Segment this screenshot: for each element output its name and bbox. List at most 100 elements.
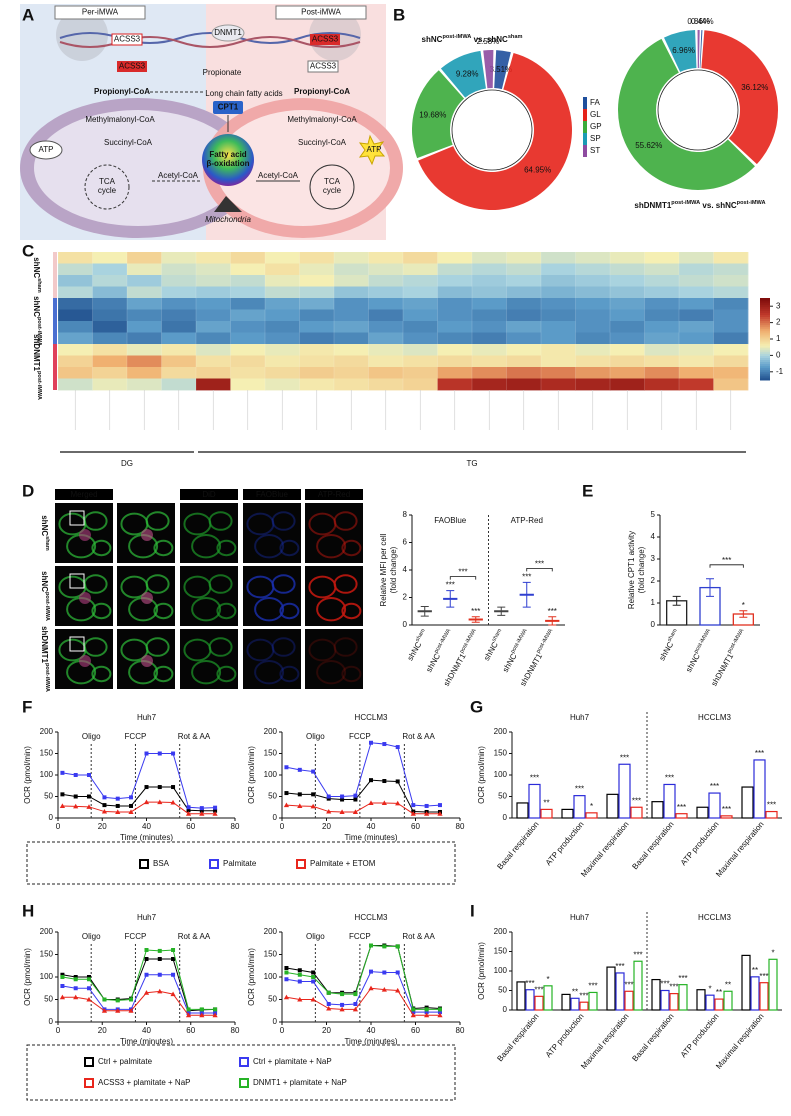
x-tick-label: shNCsham: [482, 628, 507, 662]
text-part: sham: [36, 278, 42, 293]
x-tick-label: Basal respiration: [495, 820, 540, 871]
x-tick-label: shNCpost-iMWA: [684, 628, 716, 674]
point: [284, 791, 289, 796]
event-label: Oligo: [306, 932, 325, 941]
bar: [525, 989, 535, 1011]
heatmap-cell: [92, 286, 128, 299]
point: [115, 796, 120, 801]
heatmap-cell: [472, 298, 507, 310]
heatmap-cell: [127, 309, 162, 322]
heatmap-cell: [299, 321, 335, 333]
cell-blob: [83, 637, 108, 657]
diagram-label: Post-iMWA: [301, 8, 341, 17]
y-axis-label: OCR (pmol/min): [23, 948, 32, 1006]
series-line: [62, 990, 216, 1016]
point: [143, 799, 150, 805]
error-bar: [522, 581, 531, 608]
point: [157, 948, 162, 953]
colorbar-step: [760, 328, 770, 332]
heatmap-cell: [334, 367, 369, 379]
point: [86, 986, 91, 991]
panel-letter: D: [22, 481, 34, 500]
sector: [494, 50, 511, 90]
image-tile: [243, 503, 301, 563]
legend-swatch: [296, 859, 306, 869]
heatmap-cell: [265, 298, 300, 310]
heatmap-cell: [541, 321, 576, 333]
y-tick-label: 100: [494, 770, 508, 779]
point: [310, 803, 316, 809]
point: [186, 1007, 191, 1012]
chart-title: HCCLM3: [355, 713, 388, 722]
cell-blob: [333, 637, 358, 657]
x-tick-label: 0: [56, 822, 61, 831]
point: [297, 968, 302, 973]
heatmap-cell: [299, 332, 335, 345]
heatmap-cell: [403, 344, 438, 356]
x-tick-label: 40: [142, 1026, 151, 1035]
colorbar-step: [760, 377, 770, 381]
heatmap-cell: [368, 367, 404, 379]
heatmap-cell: [403, 263, 438, 276]
point: [340, 1002, 345, 1007]
x-tick-label: 80: [231, 822, 240, 831]
point: [382, 742, 387, 747]
heatmap-cell: [265, 286, 300, 299]
y-tick-label: 6: [403, 538, 408, 547]
series-line: [286, 779, 440, 813]
microscopy-images: Merged DiD FAOBlue ATP-RedshNCshamshNCpost-…: [40, 489, 363, 692]
point: [144, 751, 149, 756]
heatmap-cell: [196, 367, 231, 379]
value-label: 36.12%: [741, 83, 768, 92]
heatmap-cell: [472, 275, 507, 287]
cell-blob: [333, 574, 358, 594]
image-header-box: [55, 489, 113, 500]
heatmap-cell: [575, 263, 611, 276]
point: [171, 785, 176, 790]
zoom-box: [69, 636, 85, 652]
diagram-label: Propionyl-CoA: [94, 87, 150, 96]
diagram-label: TCA: [99, 177, 116, 186]
colorbar-step: [760, 363, 770, 367]
colorbar-step: [760, 308, 770, 311]
text-part: shNC: [406, 640, 424, 662]
heatmap-cell: [403, 367, 438, 379]
colorbar-step: [760, 373, 770, 377]
nucleus: [79, 655, 91, 667]
cell-blob: [208, 637, 233, 657]
point: [381, 987, 387, 992]
heatmap-cell: [265, 355, 300, 368]
cell-blob: [153, 539, 174, 557]
error-bar: [446, 590, 455, 608]
y-tick-label: 200: [264, 927, 278, 936]
heatmap-cell: [679, 344, 714, 356]
y-tick-label: 5: [651, 510, 656, 519]
text-part: shNC: [32, 257, 41, 278]
point: [311, 970, 316, 975]
bar: [516, 981, 526, 1011]
point: [73, 977, 78, 982]
heatmap-cell: [644, 378, 680, 391]
y-tick-label: 8: [403, 510, 408, 519]
bar: [606, 966, 616, 1011]
image-header-box: [180, 489, 238, 500]
cell-blob: [279, 602, 300, 620]
heatmap-cell: [437, 321, 473, 333]
bar: [714, 998, 724, 1011]
heatmap-cell: [92, 378, 128, 391]
point: [395, 970, 400, 975]
legend-label: FA: [590, 98, 600, 107]
value-label: 9.28%: [456, 69, 479, 78]
heatmap-cell: [196, 252, 231, 264]
y-tick-label: 3: [651, 554, 656, 563]
point: [213, 808, 218, 813]
point: [171, 751, 176, 756]
bar: [696, 989, 706, 1011]
point: [284, 765, 289, 770]
heatmap-cell: [299, 309, 335, 322]
significance: ***: [669, 983, 678, 992]
y-tick-label: 0: [49, 813, 54, 822]
significance: ***: [620, 753, 629, 762]
diagram-label: TCA: [324, 177, 341, 186]
point: [297, 996, 303, 1002]
